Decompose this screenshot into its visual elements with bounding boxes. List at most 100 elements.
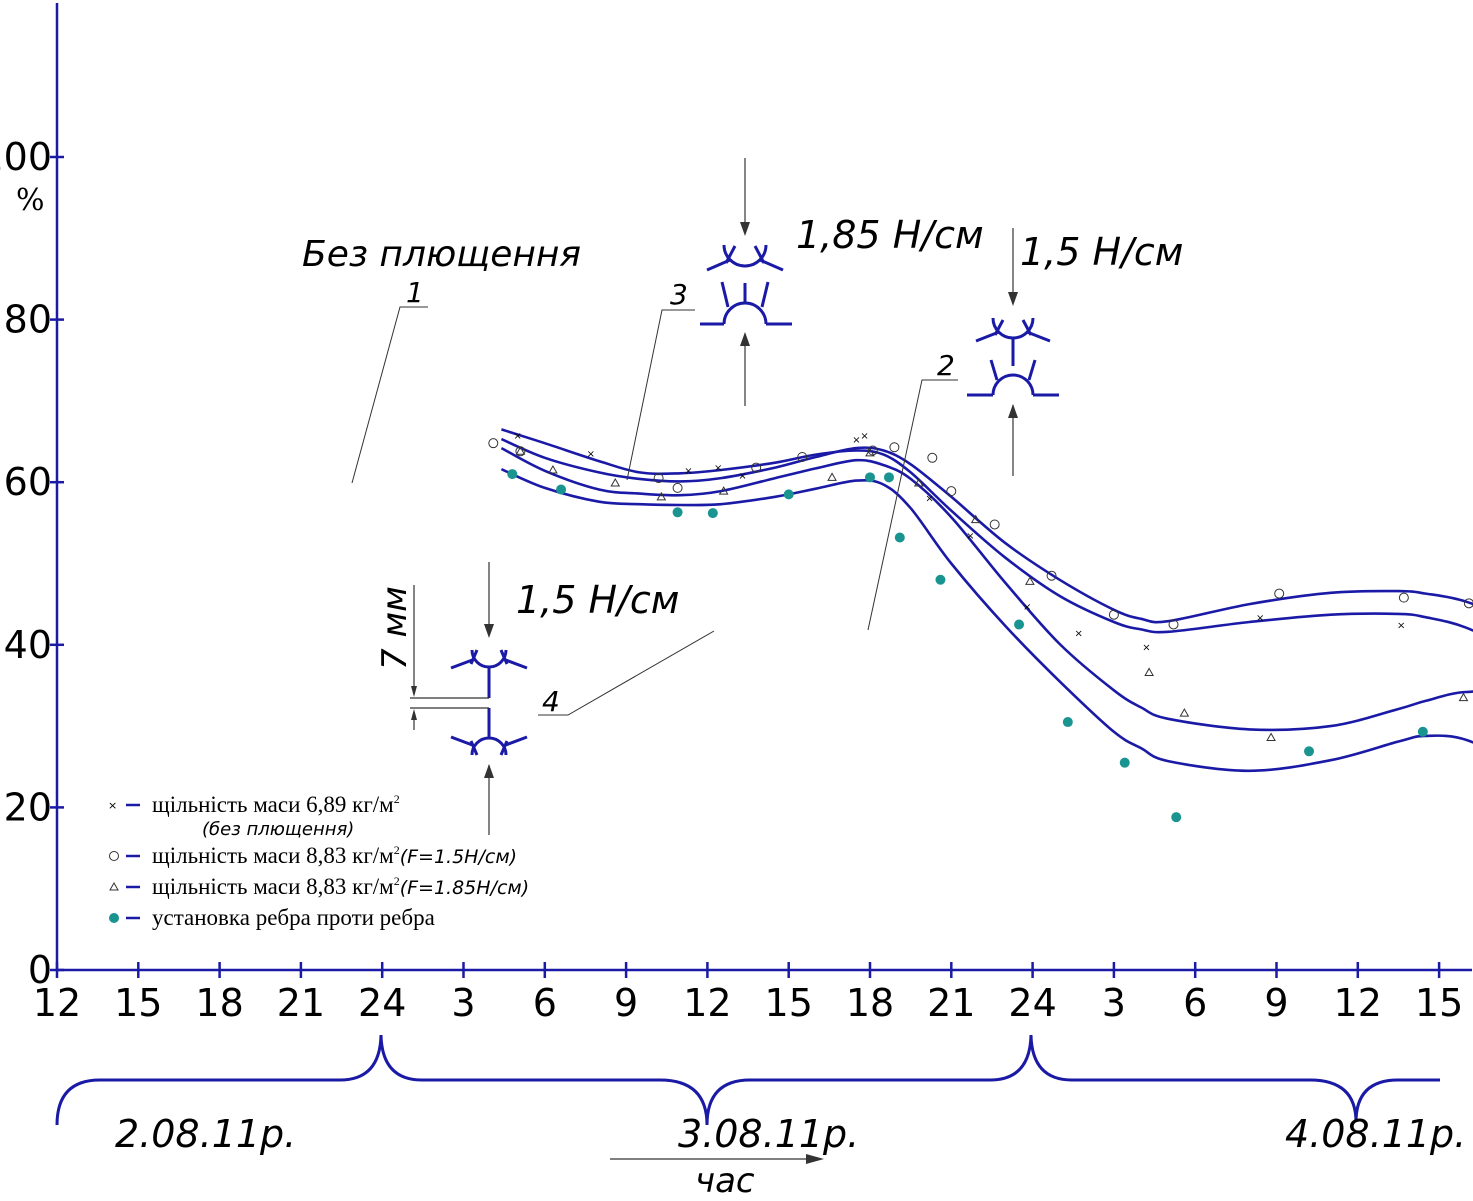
legend-text-triangle: щільність маси 8,83 кг/м2(F=1.85H/см) <box>152 874 529 899</box>
y-tick-label-3: 60 <box>4 460 52 504</box>
data-point-x-3: × <box>714 463 722 474</box>
data-point-circle-5 <box>797 451 808 462</box>
roller-diagram-15-right <box>967 228 1059 476</box>
data-point-x-1: × <box>587 449 595 460</box>
data-point-x-10: × <box>1074 629 1082 640</box>
force-label-15-top: 1,5 Н/см <box>1020 230 1183 274</box>
data-point-dot-1 <box>556 484 567 495</box>
data-point-circle-11 <box>1046 570 1057 581</box>
data-point-circle-2 <box>653 473 664 484</box>
data-point-x-13: × <box>1397 620 1405 631</box>
data-point-triangle-4 <box>718 486 729 495</box>
data-point-triangle-9 <box>1025 576 1035 585</box>
data-point-dot-9 <box>1014 619 1025 630</box>
x-axis-label: час <box>695 1161 755 1201</box>
x-tick-label-10: 18 <box>846 981 894 1025</box>
data-point-x-2: × <box>684 466 692 477</box>
legend-text-dot: установка ребра проти ребра <box>152 905 435 930</box>
curve-label-4: 4 <box>542 685 560 718</box>
series-line-triangle <box>500 446 1473 732</box>
data-point-circle-15 <box>1398 592 1409 603</box>
x-tick-label-0: 12 <box>33 981 81 1025</box>
data-point-dot-5 <box>865 472 875 483</box>
y-axis-label: % <box>16 183 45 218</box>
x-tick-label-2: 18 <box>195 981 243 1025</box>
force-label-15-left: 1,5 Н/см <box>516 578 679 622</box>
data-point-triangle-10 <box>1144 667 1154 676</box>
data-point-triangle-0 <box>515 446 526 455</box>
data-point-dot-7 <box>894 532 905 543</box>
data-point-dot-13 <box>1304 746 1315 757</box>
x-tick-label-14: 6 <box>1183 981 1207 1025</box>
data-point-dot-11 <box>1119 757 1130 768</box>
x-tick-label-17: 15 <box>1415 981 1463 1025</box>
data-point-circle-6 <box>867 445 878 456</box>
data-point-x-4: × <box>738 471 746 482</box>
data-point-circle-3 <box>672 482 683 493</box>
curve-label-2: 2 <box>937 349 955 382</box>
roller-diagram-185 <box>700 158 792 406</box>
y-tick-label-2: 40 <box>4 623 52 667</box>
data-point-x-12: × <box>1256 613 1264 624</box>
data-point-dot-3 <box>707 508 718 519</box>
legend-dot-marker <box>109 913 119 923</box>
data-point-x-5: × <box>852 435 860 446</box>
data-point-dot-2 <box>672 507 683 518</box>
legend-x-marker: × <box>108 799 117 812</box>
legend-item-circle: щільність маси 8,83 кг/м2(F=1.5H/см) <box>109 843 517 868</box>
series-markers: ××××××××××××××××××× <box>488 431 1473 823</box>
x-tick-label-9: 15 <box>765 981 813 1025</box>
data-point-dot-6 <box>883 472 894 483</box>
data-point-triangle-7 <box>913 478 924 487</box>
data-point-triangle-5 <box>827 472 837 481</box>
x-tick-label-11: 21 <box>927 981 975 1025</box>
legend-triangle-marker <box>109 881 119 891</box>
y-tick-label-0: 0 <box>28 948 52 992</box>
series-line-dot <box>500 468 1473 773</box>
roller-diagram-15-left <box>450 562 528 835</box>
date-label-2: 3.08.11р. <box>678 1112 859 1156</box>
y-axis-ticks: 0 20 40 60 80 100 <box>0 135 64 992</box>
data-point-triangle-6 <box>865 447 875 457</box>
data-point-x-0: × <box>514 431 522 442</box>
date-label-1: 2.08.11р. <box>115 1112 296 1156</box>
legend-text-x: щільність маси 6,89 кг/м2 <box>152 792 400 817</box>
data-point-circle-14 <box>1274 588 1285 599</box>
x-tick-label-1: 15 <box>114 981 162 1025</box>
legend-item-x: × щільність маси 6,89 кг/м2 (без плющенн… <box>108 792 400 840</box>
legend-item-dot: установка ребра проти ребра <box>109 905 435 930</box>
force-label-185: 1,85 Н/см <box>796 213 984 257</box>
data-point-x-8: × <box>966 531 974 542</box>
curve-label-1: 1 <box>406 276 424 309</box>
data-point-circle-12 <box>1108 609 1119 620</box>
curve-label-leaders <box>351 306 958 716</box>
data-point-triangle-3 <box>656 491 667 501</box>
x-tick-label-6: 6 <box>533 981 557 1025</box>
data-point-triangle-13 <box>1458 692 1469 702</box>
data-point-circle-16 <box>1463 598 1473 609</box>
data-point-dot-0 <box>507 469 518 480</box>
data-point-circle-0 <box>488 438 499 449</box>
x-tick-label-4: 24 <box>358 981 406 1025</box>
x-axis-ticks: 12 15 18 21 24 3 6 9 12 15 18 21 24 3 6 9 12 15 <box>33 962 1463 1025</box>
date-label-3: 4.08.11р. <box>1285 1112 1466 1156</box>
legend-text-circle: щільність маси 8,83 кг/м2(F=1.5H/см) <box>152 843 517 868</box>
series-curves <box>500 428 1473 773</box>
x-tick-label-16: 12 <box>1334 981 1382 1025</box>
legend-note-x: (без плющення) <box>202 819 354 840</box>
data-point-x-9: × <box>1023 602 1031 613</box>
data-point-x-11: × <box>1142 642 1150 653</box>
xlabel-arrow-head <box>806 1154 824 1164</box>
x-tick-label-3: 21 <box>277 981 325 1025</box>
legend: × щільність маси 6,89 кг/м2 (без плющенн… <box>108 792 529 930</box>
x-tick-label-12: 24 <box>1008 981 1056 1025</box>
data-point-x-6: × <box>860 431 868 442</box>
data-point-triangle-1 <box>548 464 558 474</box>
data-point-x-7: × <box>925 494 933 505</box>
no-press-label: Без плющення <box>302 234 581 275</box>
data-point-triangle-8 <box>970 514 981 524</box>
y-tick-label-1: 20 <box>4 785 52 829</box>
data-point-circle-8 <box>927 452 938 463</box>
